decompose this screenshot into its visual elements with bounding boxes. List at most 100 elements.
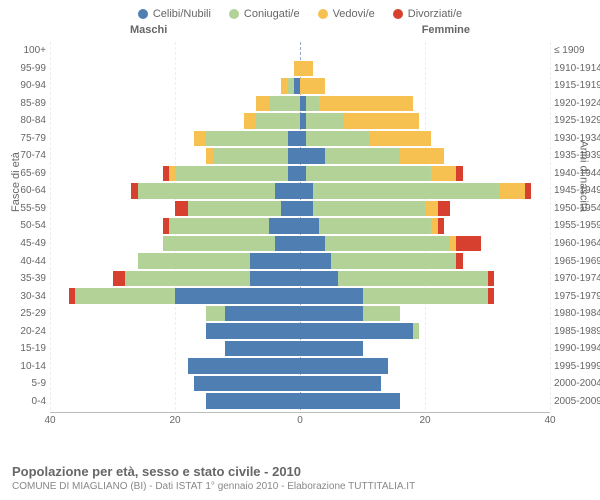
bar-male bbox=[131, 183, 300, 199]
birth-label: 1915-1919 bbox=[554, 80, 600, 91]
age-row: 0-42005-2009 bbox=[50, 392, 550, 410]
gridline bbox=[550, 42, 551, 410]
bar-male bbox=[113, 271, 301, 287]
legend-swatch bbox=[138, 9, 148, 19]
plot: 100+≤ 190995-991910-191490-941915-191985… bbox=[50, 42, 550, 410]
bar-female bbox=[300, 131, 431, 147]
bar-male bbox=[188, 358, 301, 374]
bar-segment bbox=[438, 218, 444, 234]
age-label: 70-74 bbox=[2, 150, 46, 161]
bar-male bbox=[206, 393, 300, 409]
bar-segment bbox=[500, 183, 525, 199]
bar-segment bbox=[431, 166, 456, 182]
age-row: 35-391970-1974 bbox=[50, 270, 550, 288]
bar-segment bbox=[300, 201, 313, 217]
bar-female bbox=[300, 96, 413, 112]
bar-segment bbox=[363, 288, 488, 304]
birth-label: 1960-1964 bbox=[554, 238, 600, 249]
bar-female bbox=[300, 341, 363, 357]
bar-segment bbox=[306, 96, 319, 112]
bar-segment bbox=[306, 131, 369, 147]
age-row: 45-491960-1964 bbox=[50, 235, 550, 253]
bar-segment bbox=[188, 358, 301, 374]
bar-female bbox=[300, 218, 444, 234]
birth-label: 1950-1954 bbox=[554, 203, 600, 214]
age-label: 50-54 bbox=[2, 220, 46, 231]
bar-male bbox=[194, 131, 300, 147]
bar-male bbox=[194, 376, 300, 392]
birth-label: 1965-1969 bbox=[554, 256, 600, 267]
bar-male bbox=[281, 78, 300, 94]
bar-segment bbox=[300, 288, 363, 304]
bar-segment bbox=[269, 96, 300, 112]
bar-segment bbox=[288, 166, 301, 182]
bar-female bbox=[300, 288, 494, 304]
bar-segment bbox=[338, 271, 488, 287]
birth-label: 1980-1984 bbox=[554, 308, 600, 319]
legend-label: Coniugati/e bbox=[244, 8, 300, 20]
age-row: 100+≤ 1909 bbox=[50, 42, 550, 60]
age-label: 80-84 bbox=[2, 115, 46, 126]
bar-segment bbox=[331, 253, 456, 269]
bar-segment bbox=[300, 253, 331, 269]
age-label: 30-34 bbox=[2, 291, 46, 302]
bar-female bbox=[300, 78, 325, 94]
female-label: Femmine bbox=[422, 24, 470, 36]
chart-subtitle: COMUNE DI MIAGLIANO (BI) - Dati ISTAT 1°… bbox=[12, 481, 415, 492]
age-label: 55-59 bbox=[2, 203, 46, 214]
x-tick: 20 bbox=[169, 415, 180, 426]
age-row: 55-591950-1954 bbox=[50, 200, 550, 218]
bar-female bbox=[300, 148, 444, 164]
x-tick: 0 bbox=[297, 415, 303, 426]
age-label: 20-24 bbox=[2, 326, 46, 337]
age-row: 60-641945-1949 bbox=[50, 182, 550, 200]
age-row: 95-991910-1914 bbox=[50, 60, 550, 78]
bar-segment bbox=[163, 236, 276, 252]
bar-segment bbox=[456, 166, 462, 182]
birth-label: 1935-1939 bbox=[554, 150, 600, 161]
bar-male bbox=[206, 148, 300, 164]
bar-segment bbox=[300, 323, 413, 339]
age-label: 60-64 bbox=[2, 185, 46, 196]
bar-segment bbox=[275, 236, 300, 252]
bar-segment bbox=[300, 376, 381, 392]
bar-segment bbox=[256, 113, 300, 129]
birth-label: 1970-1974 bbox=[554, 273, 600, 284]
x-axis: 402002040 bbox=[50, 412, 550, 432]
bar-segment bbox=[300, 358, 388, 374]
age-label: 5-9 bbox=[2, 378, 46, 389]
bar-segment bbox=[213, 148, 288, 164]
legend-label: Divorziati/e bbox=[408, 8, 462, 20]
bar-segment bbox=[75, 288, 175, 304]
bar-male bbox=[225, 341, 300, 357]
age-row: 85-891920-1924 bbox=[50, 95, 550, 113]
age-label: 95-99 bbox=[2, 63, 46, 74]
bar-segment bbox=[194, 376, 300, 392]
bar-segment bbox=[300, 183, 313, 199]
gender-labels: Maschi Femmine bbox=[0, 24, 600, 40]
bar-segment bbox=[413, 323, 419, 339]
bar-male bbox=[206, 306, 300, 322]
bar-segment bbox=[300, 393, 400, 409]
birth-label: 1930-1934 bbox=[554, 133, 600, 144]
bar-male bbox=[244, 113, 300, 129]
age-row: 65-691940-1944 bbox=[50, 165, 550, 183]
bar-segment bbox=[175, 166, 288, 182]
bar-segment bbox=[400, 148, 444, 164]
bar-segment bbox=[525, 183, 531, 199]
bar-segment bbox=[206, 393, 300, 409]
bar-segment bbox=[300, 218, 319, 234]
bar-segment bbox=[306, 166, 431, 182]
age-label: 0-4 bbox=[2, 396, 46, 407]
age-row: 20-241985-1989 bbox=[50, 322, 550, 340]
legend-label: Celibi/Nubili bbox=[153, 8, 211, 20]
legend-item: Divorziati/e bbox=[393, 8, 462, 20]
bar-segment bbox=[369, 131, 432, 147]
bar-segment bbox=[319, 218, 432, 234]
bar-segment bbox=[488, 271, 494, 287]
age-row: 50-541955-1959 bbox=[50, 217, 550, 235]
age-row: 30-341975-1979 bbox=[50, 287, 550, 305]
legend: Celibi/NubiliConiugati/eVedovi/eDivorzia… bbox=[0, 0, 600, 24]
birth-label: 1925-1929 bbox=[554, 115, 600, 126]
bar-segment bbox=[300, 148, 325, 164]
